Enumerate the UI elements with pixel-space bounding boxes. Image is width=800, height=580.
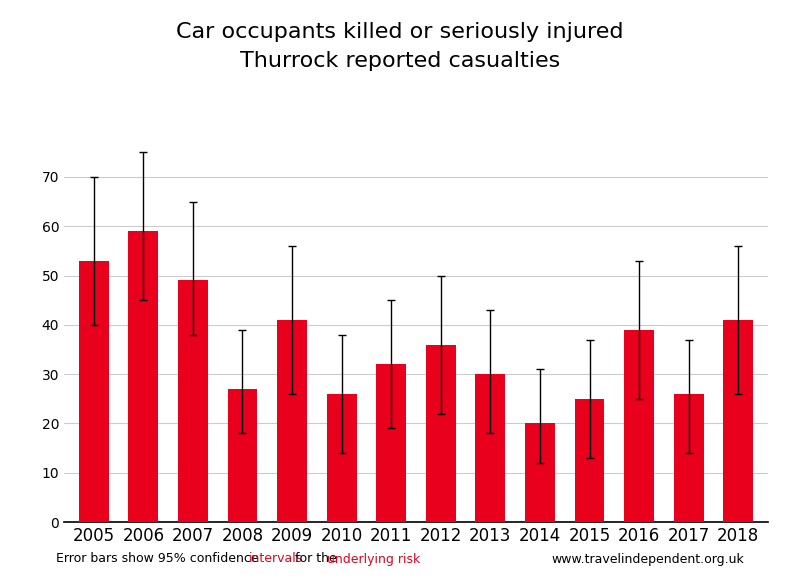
Text: Error bars show 95% confidence: Error bars show 95% confidence <box>56 553 262 566</box>
Text: Thurrock reported casualties: Thurrock reported casualties <box>240 51 560 71</box>
Bar <box>376 364 406 522</box>
Bar <box>129 231 158 522</box>
Bar <box>79 261 109 522</box>
Bar <box>525 423 555 522</box>
Bar <box>178 280 208 522</box>
Bar <box>475 374 506 522</box>
Bar <box>674 394 703 522</box>
Bar <box>624 329 654 522</box>
Bar <box>277 320 307 522</box>
Text: www.travelindependent.org.uk: www.travelindependent.org.uk <box>551 553 744 566</box>
Bar <box>228 389 258 522</box>
Text: Car occupants killed or seriously injured: Car occupants killed or seriously injure… <box>176 22 624 42</box>
Text: for the: for the <box>291 553 341 566</box>
Bar <box>326 394 357 522</box>
Bar <box>723 320 753 522</box>
Bar <box>426 345 456 522</box>
Bar <box>574 399 604 522</box>
Text: intervals: intervals <box>250 553 303 566</box>
Text: underlying risk: underlying risk <box>326 553 420 566</box>
